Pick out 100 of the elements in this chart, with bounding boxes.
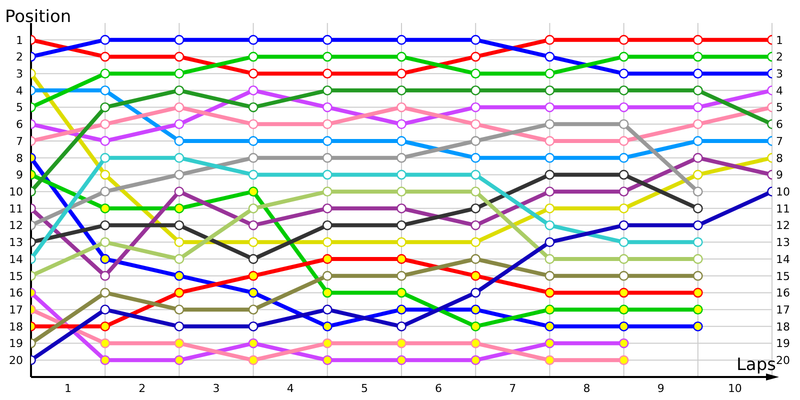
point — [470, 304, 481, 315]
x-tick-label: 1 — [64, 382, 72, 395]
y-tick-label: 5 — [16, 101, 23, 114]
point — [100, 254, 110, 264]
y-tick-label: 9 — [16, 168, 23, 182]
point — [248, 152, 258, 163]
point — [396, 220, 406, 230]
point — [470, 119, 481, 130]
point — [322, 288, 332, 298]
point — [396, 68, 406, 79]
point — [470, 288, 481, 298]
point — [174, 170, 184, 180]
point — [618, 355, 629, 366]
point — [174, 34, 184, 45]
point — [174, 52, 184, 62]
point — [692, 288, 703, 298]
point — [174, 355, 184, 366]
point — [322, 85, 332, 96]
point — [470, 52, 481, 62]
point — [544, 119, 555, 130]
y-tick-label: 20 — [9, 354, 23, 368]
x-tick-label: 5 — [360, 382, 368, 395]
point — [618, 119, 629, 130]
point — [174, 186, 184, 197]
point — [100, 220, 110, 230]
point — [322, 170, 332, 180]
y-tick-label: 1 — [16, 34, 23, 47]
point — [100, 170, 110, 180]
point — [322, 119, 332, 130]
point — [322, 34, 332, 45]
point — [692, 170, 703, 180]
point — [100, 237, 110, 248]
point — [618, 52, 629, 62]
point — [618, 338, 629, 348]
point — [248, 34, 258, 45]
point — [544, 136, 555, 146]
y2-tick-label: 9 — [776, 168, 783, 182]
point — [248, 237, 258, 248]
point — [544, 170, 555, 180]
point — [174, 321, 184, 332]
point — [396, 321, 406, 332]
point — [248, 270, 258, 281]
point — [470, 85, 481, 96]
y-tick-label: 10 — [9, 185, 23, 198]
point — [396, 152, 406, 163]
point — [322, 220, 332, 230]
point — [322, 203, 332, 214]
y-tick-label: 3 — [16, 67, 23, 80]
y2-tick-label: 6 — [776, 118, 783, 132]
point — [544, 270, 555, 281]
y-tick-label: 15 — [9, 270, 23, 283]
point — [396, 338, 406, 348]
point — [470, 68, 481, 79]
point — [692, 186, 703, 197]
y2-tick-label: 2 — [776, 50, 783, 64]
point — [248, 136, 258, 146]
y2-tick-label: 13 — [776, 236, 790, 250]
point — [174, 304, 184, 315]
x-tick-label: 4 — [286, 382, 294, 395]
x-tick-label: 7 — [509, 382, 516, 395]
point — [692, 220, 703, 230]
point — [100, 203, 110, 214]
point — [544, 355, 555, 366]
point — [248, 355, 258, 366]
point — [544, 254, 555, 264]
point — [396, 52, 406, 62]
point — [692, 237, 703, 248]
y2-tick-label: 7 — [776, 134, 783, 148]
y2-tick-label: 18 — [776, 320, 790, 334]
point — [470, 355, 481, 366]
point — [248, 203, 258, 214]
point — [544, 34, 555, 45]
x-tick-label: 10 — [728, 382, 742, 395]
y2-tick-label: 17 — [776, 303, 790, 316]
point — [322, 186, 332, 197]
point — [174, 68, 184, 79]
point — [248, 254, 258, 264]
x-tick-label: 3 — [212, 382, 220, 395]
y2-tick-label: 3 — [776, 67, 783, 80]
point — [618, 237, 629, 248]
point — [544, 220, 555, 230]
point — [692, 304, 703, 315]
y-tick-label: 7 — [16, 134, 23, 148]
point — [248, 102, 258, 112]
y2-tick-label: 19 — [776, 337, 790, 350]
point — [396, 254, 406, 264]
point — [544, 321, 555, 332]
point — [174, 203, 184, 214]
x-tick-label: 9 — [657, 382, 664, 395]
point — [618, 152, 629, 163]
y2-tick-label: 14 — [776, 252, 790, 266]
point — [322, 52, 332, 62]
point — [100, 68, 110, 79]
point — [470, 170, 481, 180]
point — [470, 203, 481, 214]
y-tick-label: 11 — [9, 202, 23, 216]
point — [618, 220, 629, 230]
point — [100, 34, 110, 45]
point — [470, 102, 481, 112]
y-tick-label: 19 — [9, 337, 23, 350]
